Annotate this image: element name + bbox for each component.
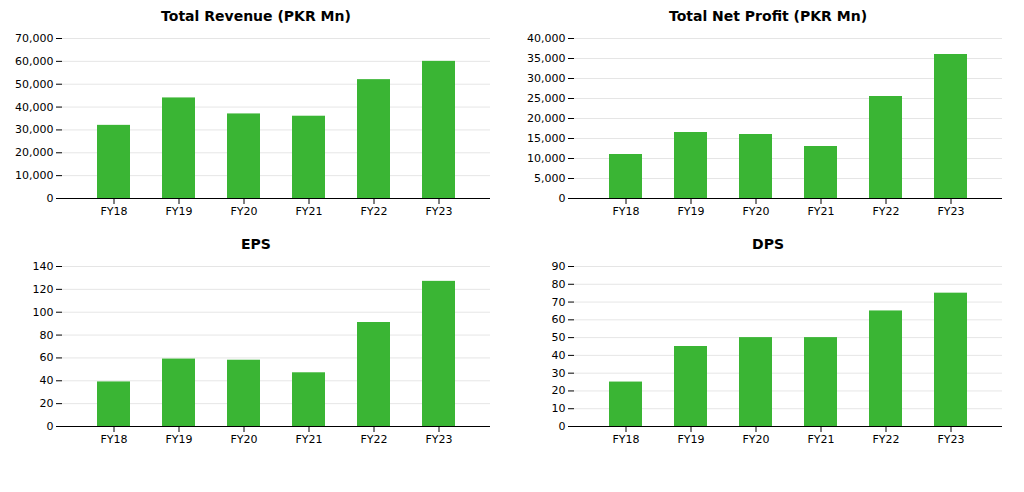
svg-text:100: 100 (33, 306, 54, 319)
svg-text:90: 90 (552, 260, 566, 273)
svg-text:10: 10 (552, 402, 566, 415)
html-text:Total Revenue (PKR Mn): Total Revenue (PKR Mn) (161, 8, 351, 24)
svg-text:50,000: 50,000 (15, 78, 54, 91)
svg-text:FY22: FY22 (872, 205, 899, 218)
svg-text:FY18: FY18 (612, 433, 639, 446)
svg-text:0: 0 (559, 420, 566, 433)
svg-text:80: 80 (40, 329, 54, 342)
svg-text:35,000: 35,000 (527, 52, 566, 65)
svg-text:0: 0 (47, 192, 54, 205)
svg-text:FY21: FY21 (807, 433, 834, 446)
svg-text:25,000: 25,000 (527, 92, 566, 105)
svg-text:40,000: 40,000 (15, 101, 54, 114)
svg-text:FY23: FY23 (937, 433, 964, 446)
svg-text:0: 0 (559, 192, 566, 205)
svg-text:30: 30 (552, 367, 566, 380)
svg-text:FY20: FY20 (230, 205, 257, 218)
svg-text:20,000: 20,000 (15, 146, 54, 159)
svg-text:20: 20 (552, 384, 566, 397)
svg-text:FY19: FY19 (165, 433, 192, 446)
svg-text:70: 70 (552, 296, 566, 309)
svg-text:FY22: FY22 (360, 433, 387, 446)
svg-text:20: 20 (40, 397, 54, 410)
svg-text:FY23: FY23 (937, 205, 964, 218)
svg-text:FY19: FY19 (165, 205, 192, 218)
svg-text:40: 40 (552, 349, 566, 362)
svg-text:60: 60 (40, 351, 54, 364)
svg-text:20,000: 20,000 (527, 112, 566, 125)
svg-text:30,000: 30,000 (15, 123, 54, 136)
svg-text:FY23: FY23 (425, 205, 452, 218)
svg-text:40: 40 (40, 374, 54, 387)
svg-text:FY18: FY18 (100, 433, 127, 446)
svg-text:15,000: 15,000 (527, 132, 566, 145)
svg-text:FY18: FY18 (612, 205, 639, 218)
svg-text:50: 50 (552, 331, 566, 344)
svg-text:FY22: FY22 (872, 433, 899, 446)
svg-text:10,000: 10,000 (527, 152, 566, 165)
svg-text:FY19: FY19 (677, 433, 704, 446)
svg-text:140: 140 (33, 260, 54, 273)
svg-text:30,000: 30,000 (527, 72, 566, 85)
html-text:Total Net Profit (PKR Mn): Total Net Profit (PKR Mn) (669, 8, 867, 24)
svg-text:FY20: FY20 (742, 433, 769, 446)
html-text:EPS: EPS (241, 236, 271, 252)
svg-text:120: 120 (33, 283, 54, 296)
html-text:DPS: DPS (752, 236, 784, 252)
svg-text:FY19: FY19 (677, 205, 704, 218)
svg-text:60: 60 (552, 313, 566, 326)
svg-text:60,000: 60,000 (15, 55, 54, 68)
svg-text:FY21: FY21 (295, 433, 322, 446)
svg-text:FY22: FY22 (360, 205, 387, 218)
svg-text:5,000: 5,000 (534, 172, 566, 185)
svg-text:40,000: 40,000 (527, 32, 566, 45)
svg-text:FY20: FY20 (230, 433, 257, 446)
svg-text:0: 0 (47, 420, 54, 433)
svg-text:FY21: FY21 (807, 205, 834, 218)
svg-text:70,000: 70,000 (15, 32, 54, 45)
svg-text:FY23: FY23 (425, 433, 452, 446)
svg-text:FY20: FY20 (742, 205, 769, 218)
svg-text:80: 80 (552, 278, 566, 291)
svg-text:10,000: 10,000 (15, 169, 54, 182)
svg-text:FY18: FY18 (100, 205, 127, 218)
svg-text:FY21: FY21 (295, 205, 322, 218)
